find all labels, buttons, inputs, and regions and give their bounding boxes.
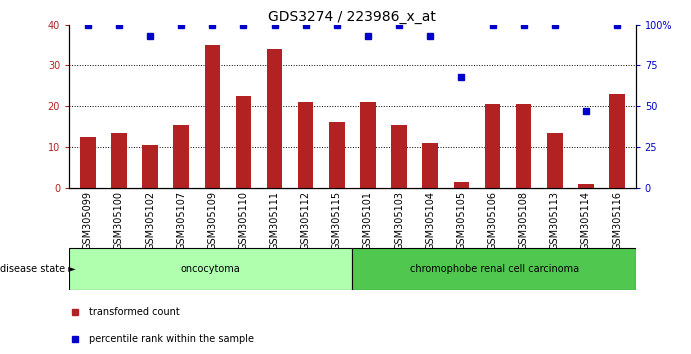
Bar — [298, 102, 314, 188]
Bar — [352, 248, 636, 290]
Text: GSM305113: GSM305113 — [550, 190, 560, 250]
Text: GSM305102: GSM305102 — [145, 190, 155, 250]
Bar — [453, 182, 469, 188]
Text: chromophobe renal cell carcinoma: chromophobe renal cell carcinoma — [410, 264, 578, 274]
Text: GSM305116: GSM305116 — [612, 190, 622, 250]
Bar — [111, 133, 126, 188]
Bar — [173, 125, 189, 188]
Text: GSM305105: GSM305105 — [456, 190, 466, 250]
Text: GSM305101: GSM305101 — [363, 190, 373, 250]
Bar — [547, 133, 562, 188]
Text: GSM305112: GSM305112 — [301, 190, 311, 250]
Bar — [578, 183, 594, 188]
Bar — [205, 45, 220, 188]
Bar — [267, 49, 283, 188]
Text: GSM305106: GSM305106 — [488, 190, 498, 250]
Bar — [69, 248, 352, 290]
Text: transformed count: transformed count — [89, 307, 180, 317]
Title: GDS3274 / 223986_x_at: GDS3274 / 223986_x_at — [269, 10, 436, 24]
Text: GSM305103: GSM305103 — [394, 190, 404, 250]
Bar — [236, 96, 252, 188]
Text: GSM305108: GSM305108 — [519, 190, 529, 250]
Bar — [142, 145, 158, 188]
Bar — [360, 102, 376, 188]
Text: GSM305099: GSM305099 — [83, 190, 93, 250]
Text: GSM305115: GSM305115 — [332, 190, 342, 250]
Bar — [516, 104, 531, 188]
Bar — [484, 104, 500, 188]
Bar — [329, 122, 345, 188]
Text: GSM305114: GSM305114 — [581, 190, 591, 250]
Bar — [391, 125, 407, 188]
Text: oncocytoma: oncocytoma — [181, 264, 240, 274]
Text: percentile rank within the sample: percentile rank within the sample — [89, 334, 254, 344]
Text: GSM305104: GSM305104 — [425, 190, 435, 250]
Text: GSM305110: GSM305110 — [238, 190, 249, 250]
Bar — [80, 137, 95, 188]
Bar — [609, 94, 625, 188]
Text: GSM305111: GSM305111 — [269, 190, 280, 250]
Text: GSM305109: GSM305109 — [207, 190, 217, 250]
Bar — [422, 143, 438, 188]
Text: disease state ►: disease state ► — [0, 264, 76, 274]
Text: GSM305107: GSM305107 — [176, 190, 186, 250]
Text: GSM305100: GSM305100 — [114, 190, 124, 250]
